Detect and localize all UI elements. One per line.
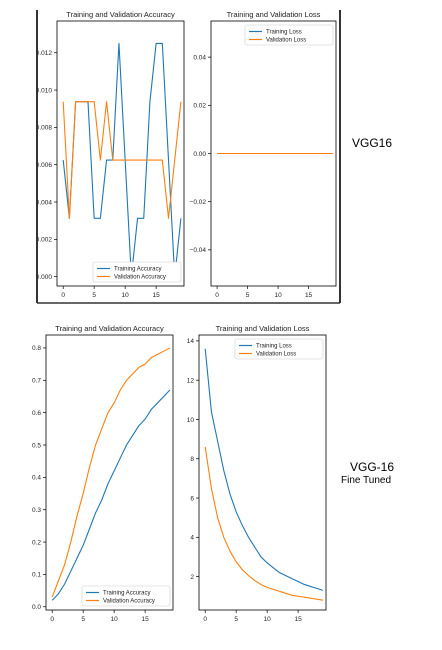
x-tick-label: 0 — [61, 292, 65, 299]
series-line-validation-loss — [204, 446, 323, 601]
y-tick-label: 0.4 — [32, 475, 41, 482]
series-line-validation-accuracy — [51, 347, 171, 598]
y-tick-label: −0.04 — [190, 247, 207, 254]
y-tick-label: 0.00 — [193, 151, 206, 158]
y-tick-label: 0.6 — [32, 410, 41, 417]
legend-label: Training Loss — [256, 344, 292, 350]
y-tick-label: 0.04 — [193, 54, 206, 61]
y-tick-label: 0.8 — [32, 345, 41, 352]
y-tick-label: 10 — [187, 417, 195, 424]
legend-label: Validation Accuracy — [114, 275, 166, 281]
y-tick-label: 0.008 — [36, 125, 53, 132]
plot-frame — [56, 20, 185, 287]
y-tick-label: 0.02 — [193, 103, 206, 110]
x-tick-label: 5 — [92, 292, 96, 299]
x-tick-label: 15 — [305, 292, 313, 299]
chart-title: Training and Validation Accuracy — [55, 324, 164, 333]
x-tick-label: 0 — [50, 616, 54, 623]
y-tick-label: 0.012 — [36, 50, 53, 57]
model-label-vgg16: VGG16 — [352, 136, 393, 150]
x-tick-label: 5 — [234, 616, 238, 623]
legend: Training Loss Validation Loss — [234, 338, 324, 360]
chart-acc-top: Training and Validation Accuracy 0 5 10 15 0.… — [36, 10, 185, 299]
x-tick-label: 5 — [81, 616, 85, 623]
legend-label: Training Accuracy — [103, 591, 150, 597]
x-tick-label: 0 — [203, 616, 207, 623]
chart-title: Training and Validation Accuracy — [66, 10, 175, 19]
y-tick-label: 14 — [187, 338, 195, 345]
y-tick-label: 12 — [187, 377, 195, 384]
series-line-validation-accuracy — [62, 101, 182, 219]
x-tick-label: 10 — [264, 616, 272, 623]
y-tick-label: 8 — [190, 456, 194, 463]
x-tick-label: 5 — [246, 292, 250, 299]
legend-label: Validation Loss — [256, 352, 296, 358]
legend-box — [244, 24, 334, 46]
legend: Training Accuracy Validation Accuracy — [92, 261, 182, 283]
legend-box — [81, 585, 171, 607]
x-tick-label: 10 — [122, 292, 130, 299]
model-label-finetuned-subtitle: Fine Tuned — [341, 475, 392, 486]
legend-box — [92, 261, 182, 283]
legend: Training Loss Validation Loss — [244, 24, 334, 46]
y-tick-label: 4 — [190, 535, 194, 542]
legend-label: Training Loss — [266, 30, 302, 36]
model-label-vgg16-finetuned: VGG-16 — [350, 460, 395, 474]
chart-loss-bottom: Training and Validation Loss 0 5 10 15 2 4 6 8 10… — [187, 324, 327, 623]
legend-box — [234, 338, 324, 360]
y-tick-label: 2 — [190, 574, 194, 581]
y-tick-label: 0.2 — [32, 539, 41, 546]
y-tick-label: 0.0 — [32, 604, 41, 611]
y-tick-label: −0.02 — [190, 199, 207, 206]
chart-title: Training and Validation Loss — [216, 324, 310, 333]
legend-label: Validation Loss — [266, 38, 306, 44]
x-tick-label: 0 — [215, 292, 219, 299]
y-tick-label: 0.006 — [36, 162, 53, 169]
chart-acc-bottom: Training and Validation Accuracy 0 5 10 15 0.… — [32, 324, 174, 623]
y-tick-label: 0.7 — [32, 378, 41, 385]
x-tick-label: 15 — [153, 292, 161, 299]
y-tick-label: 6 — [190, 495, 194, 502]
y-tick-label: 0.000 — [36, 274, 53, 281]
legend: Training Accuracy Validation Accuracy — [81, 585, 171, 607]
y-tick-label: 0.5 — [32, 442, 41, 449]
x-tick-label: 10 — [274, 292, 282, 299]
y-tick-label: 0.004 — [36, 199, 53, 206]
series-line-training-accuracy — [51, 389, 171, 601]
chart-loss-top: Training and Validation Loss 0 5 10 15 −0.04 −… — [190, 10, 337, 299]
x-tick-label: 10 — [111, 616, 119, 623]
plot-frame — [45, 334, 174, 611]
chart-title: Training and Validation Loss — [227, 10, 321, 19]
legend-label: Validation Accuracy — [103, 599, 155, 605]
x-tick-label: 15 — [142, 616, 150, 623]
y-tick-label: 0.3 — [32, 507, 41, 514]
series-line-training-loss — [204, 348, 324, 591]
y-tick-label: 0.010 — [36, 87, 53, 94]
y-tick-label: 0.1 — [32, 572, 41, 579]
y-tick-label: 0.002 — [36, 237, 53, 244]
x-tick-label: 15 — [295, 616, 303, 623]
legend-label: Training Accuracy — [114, 267, 161, 273]
plot-frame — [198, 334, 327, 611]
